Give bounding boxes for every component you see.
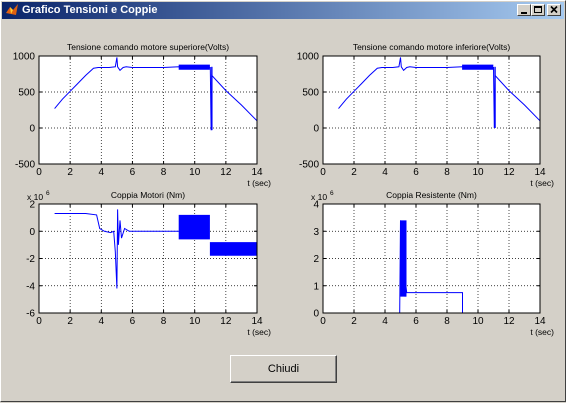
axes-frame	[38, 203, 258, 314]
x-tick-label: 12	[503, 316, 515, 327]
y-tick-label: 3	[313, 227, 319, 238]
y-tick-label: 500	[18, 88, 35, 99]
series-burst	[178, 214, 210, 240]
x-tick-label: 2	[351, 167, 357, 178]
window-title: Grafico Tensioni e Coppie	[22, 4, 158, 16]
series-burst	[209, 242, 258, 256]
chart-title: Coppia Motori (Nm)	[111, 190, 185, 200]
y-tick-label: -2	[26, 254, 35, 265]
y-tick-label: 0	[313, 309, 319, 320]
x-axis-label: t (sec)	[247, 178, 271, 188]
series-burst	[178, 64, 210, 70]
x-tick-label: 10	[472, 167, 484, 178]
x-tick-label: 14	[534, 316, 546, 327]
x-tick-label: 14	[251, 167, 263, 178]
x-axis-label: t (sec)	[247, 327, 271, 337]
chart-3: 0 2 4 6 8 10 12 14 -6 -4 -2 0 2 Coppia Motori (Nm) t (…	[26, 190, 271, 337]
x-tick-label: 12	[220, 167, 232, 178]
axes-background	[323, 56, 540, 164]
x-tick-label: 10	[189, 316, 201, 327]
y-tick-label: 0	[29, 124, 35, 135]
x-tick-label: 6	[413, 167, 419, 178]
x-tick-label: 10	[472, 316, 484, 327]
series-line	[338, 57, 541, 129]
y-tick-label: 2	[313, 254, 319, 265]
x-axis-label: t (sec)	[530, 178, 554, 188]
chart-title: Tensione comando motore inferiore(Volts)	[353, 42, 510, 52]
y-tick-label: 1	[313, 281, 319, 292]
maximize-icon	[534, 6, 542, 13]
y-tick-label: -6	[26, 309, 35, 320]
title-bar[interactable]: Grafico Tensioni e Coppie	[2, 2, 564, 19]
minimize-icon	[521, 12, 527, 14]
matlab-logo-icon	[6, 4, 18, 15]
x-tick-label: 4	[99, 316, 105, 327]
y-tick-label: 0	[313, 124, 319, 135]
axes-frame	[38, 55, 258, 165]
series-burst	[462, 64, 494, 70]
chart-title: Tensione comando motore superiore(Volts)	[67, 42, 229, 52]
x-tick-label: 4	[99, 167, 105, 178]
x-tick-label: 0	[36, 167, 42, 178]
axes-frame	[322, 203, 541, 314]
x-tick-label: 4	[382, 316, 388, 327]
x-tick-label: 4	[382, 167, 388, 178]
y-tick-label: -4	[26, 281, 35, 292]
x-tick-label: 8	[161, 167, 167, 178]
x-tick-label: 0	[320, 167, 326, 178]
y-tick-label: 500	[302, 88, 319, 99]
axes-background	[39, 56, 257, 164]
minimize-button[interactable]	[517, 4, 531, 16]
y-tick-label: 1000	[297, 52, 320, 63]
series-line	[54, 57, 258, 131]
x-tick-label: 12	[503, 167, 515, 178]
chart-title: Coppia Resistente (Nm)	[386, 190, 477, 200]
y-tick-label: 4	[313, 200, 319, 211]
x-tick-label: 8	[444, 316, 450, 327]
y-tick-label: -500	[299, 160, 319, 171]
scale-label: x 10	[311, 192, 327, 202]
maximize-button[interactable]	[531, 4, 545, 16]
scale-exponent: 6	[46, 190, 50, 197]
x-tick-label: 8	[161, 316, 167, 327]
series-line	[54, 209, 180, 289]
axes-frame	[322, 55, 541, 165]
close-icon	[550, 5, 558, 14]
x-tick-label: 2	[67, 316, 73, 327]
x-tick-label: 6	[413, 316, 419, 327]
chiudi-button[interactable]: Chiudi	[230, 355, 337, 383]
x-tick-label: 14	[534, 167, 546, 178]
x-axis-label: t (sec)	[530, 327, 554, 337]
scale-label: x 10	[27, 192, 43, 202]
y-tick-label: 1000	[13, 52, 36, 63]
x-tick-label: 0	[320, 316, 326, 327]
x-tick-label: 0	[36, 316, 42, 327]
y-tick-label: -500	[15, 160, 35, 171]
x-tick-label: 2	[67, 167, 73, 178]
scale-exponent: 6	[330, 190, 334, 197]
x-tick-label: 2	[351, 316, 357, 327]
x-tick-label: 10	[189, 167, 201, 178]
series-burst	[400, 220, 407, 297]
x-tick-label: 14	[251, 316, 263, 327]
x-tick-label: 8	[444, 167, 450, 178]
x-tick-label: 12	[220, 316, 232, 327]
y-tick-label: 0	[29, 227, 35, 238]
x-tick-label: 6	[130, 316, 136, 327]
x-tick-label: 6	[130, 167, 136, 178]
close-button[interactable]	[547, 4, 561, 16]
y-tick-label: 2	[29, 200, 35, 211]
